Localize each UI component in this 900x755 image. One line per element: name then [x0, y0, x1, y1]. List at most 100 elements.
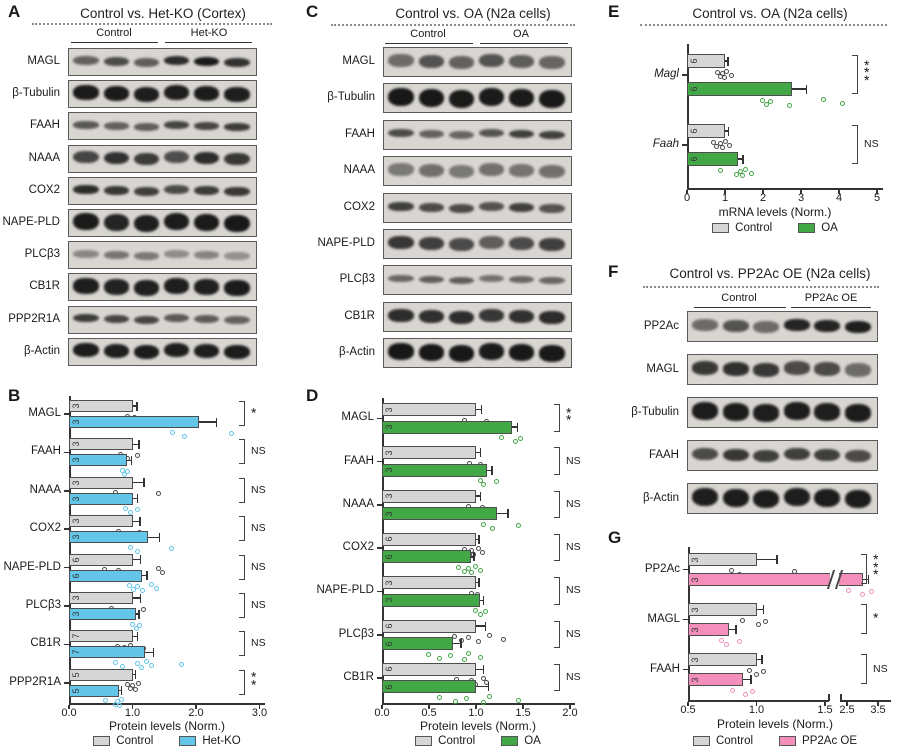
legend-swatch	[93, 736, 111, 746]
blot-row-label: FAAH	[648, 448, 679, 461]
error-bar-line	[725, 60, 729, 62]
blot-strip	[383, 156, 572, 187]
blot-band	[103, 185, 129, 195]
error-bar-line	[132, 597, 141, 599]
n-label: 6	[384, 666, 394, 672]
x-tick	[755, 701, 758, 706]
blot-band	[224, 123, 250, 131]
error-bar-cap	[159, 532, 161, 542]
blot-band	[844, 449, 871, 463]
data-point-dot	[477, 654, 483, 660]
blot-band	[194, 213, 220, 232]
significance-label: * * *	[873, 552, 879, 582]
blot-band	[73, 121, 99, 129]
data-point-dot	[719, 637, 725, 643]
x-tick	[68, 704, 70, 709]
data-point-dot	[112, 659, 118, 665]
blot-band	[224, 87, 250, 102]
blot-band	[753, 404, 780, 422]
x-tick	[131, 704, 134, 709]
asterisk: *	[873, 565, 879, 582]
title-dotted-rule	[643, 286, 879, 288]
blot-band	[224, 280, 250, 296]
data-point-dot	[840, 100, 845, 106]
data-point-dot	[468, 421, 474, 427]
error-bar-line	[476, 582, 479, 584]
category-tick	[377, 677, 382, 679]
control-bar	[69, 553, 133, 566]
n-label: 3	[690, 657, 700, 663]
data-point-dot	[120, 663, 126, 669]
x-tick	[258, 704, 261, 709]
data-point-dot	[484, 418, 490, 424]
significance-label: * *	[566, 405, 571, 426]
treatment-bar	[688, 573, 863, 586]
blot-row-label: COX2	[343, 200, 375, 213]
data-point-dot	[859, 591, 865, 597]
blot-band	[194, 86, 220, 101]
data-point-dot	[480, 482, 486, 488]
n-label: 3	[384, 597, 394, 603]
blot-strip	[383, 265, 572, 296]
blot-band	[103, 279, 129, 295]
significance-label: NS	[566, 454, 581, 467]
significance-bracket	[861, 554, 867, 584]
n-label: 6	[689, 58, 699, 64]
data-point-dot	[112, 490, 118, 496]
blot-band	[753, 363, 780, 377]
blot-row-label: MAGL	[342, 55, 375, 67]
data-point-dot	[129, 621, 135, 627]
x-tick	[428, 704, 430, 709]
blot-band	[163, 184, 190, 194]
data-point-dot	[717, 167, 723, 173]
control-bar	[69, 668, 133, 681]
error-bar-cap	[480, 491, 482, 501]
data-point-dot	[124, 572, 130, 578]
error-bar-cap	[478, 578, 480, 588]
n-label: 6	[689, 86, 699, 92]
y-axis	[382, 398, 384, 703]
blot-band	[509, 55, 535, 68]
data-point-dot	[141, 606, 147, 612]
data-point-dot	[118, 451, 124, 457]
data-point-dot	[461, 568, 467, 574]
category-label: MAGL	[647, 612, 680, 625]
blot-band	[722, 448, 749, 462]
data-point-dot	[720, 70, 726, 76]
blot-band	[539, 131, 565, 140]
error-bar-cap	[140, 593, 142, 603]
data-point-dot	[461, 417, 467, 423]
x-tick-label: 2.0	[562, 707, 578, 719]
category-tick	[377, 590, 382, 593]
data-point-dot	[465, 565, 471, 571]
blot-band	[73, 184, 99, 194]
x-axis-title: Protein levels (Norm.)	[108, 719, 226, 733]
data-point-dot	[742, 691, 748, 697]
error-bar-line	[199, 421, 217, 423]
significance-bracket	[554, 620, 560, 648]
legend-label: Het-KO	[202, 735, 241, 747]
error-bar-cap	[215, 417, 217, 427]
error-bar-cap	[460, 639, 462, 648]
category-label: PPP2R1A	[9, 675, 61, 688]
blot-band	[163, 278, 190, 294]
control-bar	[688, 653, 757, 666]
data-point-dot	[109, 605, 115, 611]
significance-bracket	[554, 577, 560, 605]
data-point-dot	[115, 528, 121, 534]
n-label: 3	[71, 441, 81, 447]
blot-band	[73, 313, 99, 323]
legend: Control OA	[625, 222, 900, 234]
significance-label: NS	[251, 522, 266, 535]
blot-band	[478, 163, 505, 176]
error-bar-line	[476, 668, 484, 670]
x-axis-title: Protein levels (Norm.)	[716, 717, 834, 731]
data-point-dot	[169, 429, 175, 435]
significance-bracket	[239, 401, 245, 426]
blot-band	[194, 279, 220, 295]
lane-group-label: Het-KO	[190, 27, 228, 39]
x-tick	[846, 701, 848, 706]
n-label: 3	[690, 557, 700, 563]
x-tick-label: 1.5	[817, 704, 833, 716]
